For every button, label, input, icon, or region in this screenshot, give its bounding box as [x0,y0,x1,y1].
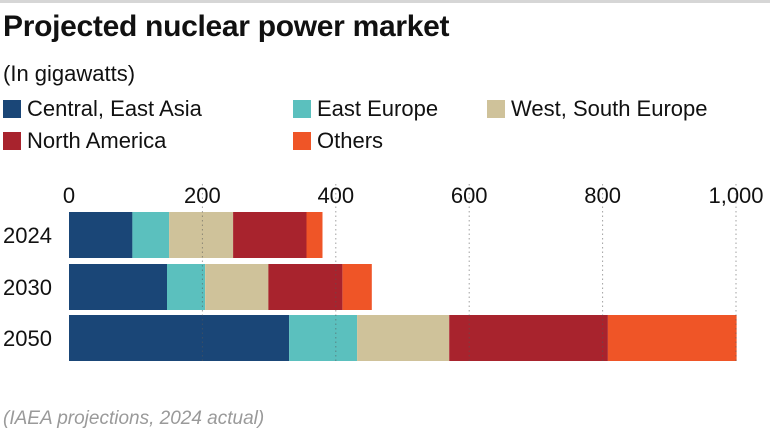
bar-2030-central-east-asia [69,264,167,310]
bar-2050-central-east-asia [69,315,290,361]
legend-item-others: Others [293,128,383,154]
x-tick-label-400: 400 [317,183,354,208]
legend-swatch-central-east-asia [3,100,21,118]
legend-label: North America [27,128,167,153]
bar-2024-central-east-asia [69,212,133,258]
bar-2030-others [342,264,372,310]
chart-subtitle: (In gigawatts) [3,61,136,86]
category-label-2024: 2024 [3,223,52,248]
legend-item-east-europe: East Europe [293,96,438,122]
legend-label: Central, East Asia [27,96,202,121]
bar-2024-east-europe [132,212,170,258]
legend-item-west-south-europe: West, South Europe [487,96,708,122]
bar-2050-east-europe [289,315,358,361]
legend-swatch-west-south-europe [487,100,505,118]
bar-2030-east-europe [167,264,205,310]
bar-2030-west-south-europe [205,264,269,310]
legend-swatch-north-america [3,132,21,150]
legend-label: Others [317,128,384,153]
legend-label: West, South Europe [511,96,708,121]
chart-title: Projected nuclear power market [3,10,450,43]
bar-2050-north-america [449,315,608,361]
bar-2050-west-south-europe [357,315,450,361]
x-tick-label-800: 800 [584,183,621,208]
x-tick-label-1000: 1,000 [708,183,763,208]
bar-2024-others [306,212,323,258]
x-tick-label-600: 600 [451,183,488,208]
legend-item-north-america: North America [3,128,166,154]
bar-2030-north-america [268,264,343,310]
bar-2050-others [607,315,737,361]
x-tick-label-200: 200 [184,183,221,208]
legend-label: East Europe [317,96,439,121]
legend-swatch-others [293,132,311,150]
top-rule [0,0,770,3]
bar-2024-west-south-europe [169,212,234,258]
category-label-2050: 2050 [3,326,52,351]
x-tick-label-0: 0 [63,183,75,208]
source-note: (IAEA projections, 2024 actual) [3,408,265,429]
bar-2024-north-america [233,212,307,258]
legend-item-central-east-asia: Central, East Asia [3,96,202,122]
category-label-2030: 2030 [3,275,52,300]
legend-swatch-east-europe [293,100,311,118]
